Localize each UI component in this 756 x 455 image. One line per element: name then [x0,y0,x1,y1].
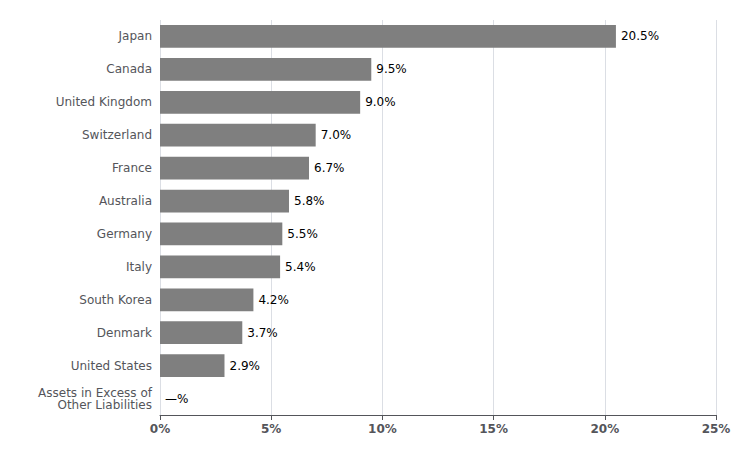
svg-text:20.5%: 20.5% [621,29,659,43]
svg-text:5%: 5% [261,422,281,436]
svg-text:Japan: Japan [118,29,152,43]
svg-text:3.7%: 3.7% [247,326,278,340]
svg-text:South Korea: South Korea [79,293,152,307]
svg-text:Canada: Canada [106,62,152,76]
svg-text:United Kingdom: United Kingdom [56,95,152,109]
svg-text:5.4%: 5.4% [285,260,316,274]
svg-text:25%: 25% [702,422,731,436]
svg-text:Italy: Italy [126,260,152,274]
svg-text:4.2%: 4.2% [258,293,289,307]
svg-text:7.0%: 7.0% [321,128,352,142]
svg-text:0%: 0% [150,422,170,436]
svg-text:5.5%: 5.5% [287,227,318,241]
svg-text:10%: 10% [368,422,397,436]
svg-text:15%: 15% [479,422,508,436]
svg-text:Australia: Australia [99,194,152,208]
svg-text:France: France [112,161,152,175]
svg-text:9.0%: 9.0% [365,95,396,109]
svg-text:6.7%: 6.7% [314,161,345,175]
svg-text:Denmark: Denmark [97,326,152,340]
svg-text:9.5%: 9.5% [376,62,407,76]
svg-text:2.9%: 2.9% [229,359,260,373]
svg-text:Other Liabilities: Other Liabilities [57,398,152,412]
svg-text:Germany: Germany [97,227,152,241]
svg-text:Assets in Excess of: Assets in Excess of [38,385,152,400]
svg-text:Switzerland: Switzerland [82,128,152,142]
svg-text:5.8%: 5.8% [294,194,325,208]
svg-text:United States: United States [71,359,152,373]
svg-text:—%: —% [165,392,188,406]
svg-text:20%: 20% [590,422,619,436]
